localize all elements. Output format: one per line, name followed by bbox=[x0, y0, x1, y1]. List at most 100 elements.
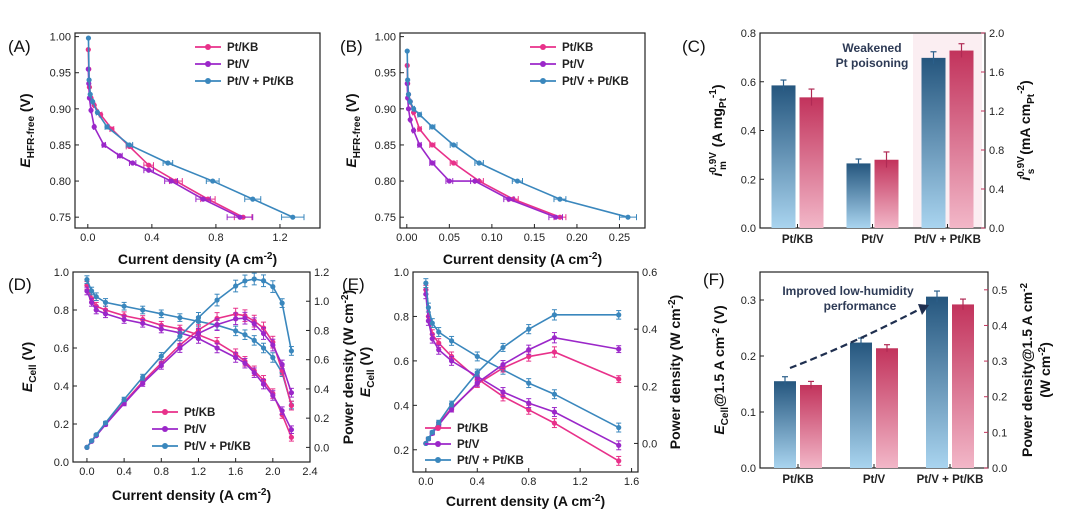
legend-swatch-marker bbox=[540, 44, 546, 50]
y-right-tick-label: 0.5 bbox=[992, 285, 1007, 297]
y-tick-label: 1.0 bbox=[54, 267, 69, 279]
data-point bbox=[450, 142, 457, 148]
bar-right-series bbox=[800, 384, 822, 468]
series-line bbox=[87, 69, 241, 218]
data-point bbox=[423, 280, 429, 286]
data-point bbox=[270, 354, 276, 361]
panel-label: (B) bbox=[340, 37, 363, 56]
y-tick-label: 0.85 bbox=[375, 140, 396, 152]
data-point bbox=[88, 107, 94, 113]
data-point bbox=[140, 320, 146, 326]
x-tick-label: 0.20 bbox=[566, 232, 587, 244]
data-point bbox=[260, 381, 267, 387]
y-right-tick-label: 0.4 bbox=[992, 320, 1007, 332]
y-right-tick-label: 0.3 bbox=[992, 356, 1007, 368]
plot-frame bbox=[74, 32, 321, 229]
data-point bbox=[616, 458, 622, 464]
data-point bbox=[500, 361, 506, 368]
y-left-axis-label: ECell@1.5 A cm-2 (V) bbox=[711, 305, 731, 434]
x-tick-label: 0.05 bbox=[439, 232, 460, 244]
y-right-axis-label: i0.9Vs (mA cmPt-2) bbox=[1016, 80, 1037, 180]
data-point bbox=[553, 214, 559, 220]
panel-d: 0.0 0.4 0.8 1.2 1.6 2.0 2.4 0.0 0.2 0.4 0.6 0.8 1.0 0… bbox=[8, 267, 356, 503]
data-point bbox=[195, 330, 202, 336]
data-point bbox=[233, 328, 239, 334]
data-point bbox=[425, 304, 432, 311]
data-point bbox=[233, 316, 239, 322]
x-tick-label: 0.15 bbox=[524, 232, 545, 244]
x-tick-label: 0.4 bbox=[144, 232, 159, 244]
panel-e: 0.0 0.4 0.8 1.2 1.6 0.2 0.4 0.6 0.8 1.0 0.0 0.2 0.4 0… bbox=[342, 267, 683, 509]
y-right-tick-label: 0.1 bbox=[992, 427, 1007, 439]
category-label: Pt/KB bbox=[782, 234, 813, 246]
bar-left-series bbox=[774, 381, 796, 468]
x-tick-label: 1.2 bbox=[572, 476, 587, 488]
category-label: Pt/KB bbox=[782, 474, 813, 486]
data-point bbox=[85, 35, 92, 41]
data-point bbox=[242, 360, 248, 366]
data-point bbox=[177, 315, 183, 321]
data-point bbox=[102, 299, 109, 305]
data-point bbox=[251, 337, 257, 343]
data-point bbox=[288, 348, 295, 354]
x-tick-label: 0.0 bbox=[80, 232, 95, 244]
data-point bbox=[279, 408, 285, 414]
data-point bbox=[474, 369, 480, 376]
data-point bbox=[526, 347, 532, 353]
data-point bbox=[526, 380, 532, 386]
data-point bbox=[416, 112, 423, 118]
y-tick-label: 0.8 bbox=[54, 305, 69, 317]
x-tick-label: 1.2 bbox=[191, 466, 206, 478]
bar-right-series bbox=[799, 97, 824, 228]
y-tick-label: 1.00 bbox=[375, 32, 396, 44]
y-tick-label: 1.00 bbox=[50, 32, 71, 44]
data-point bbox=[93, 432, 99, 438]
legend-swatch-marker bbox=[435, 441, 441, 447]
data-point bbox=[436, 347, 442, 353]
legend-swatch-marker bbox=[435, 457, 441, 463]
data-point bbox=[474, 353, 480, 360]
data-point bbox=[146, 162, 152, 168]
bar-right-series bbox=[876, 348, 898, 468]
y-tick-label: 0.0 bbox=[741, 223, 756, 235]
y-tick-label: 0.6 bbox=[741, 77, 756, 89]
x-tick-label: 0.0 bbox=[79, 466, 94, 478]
bar-left-series bbox=[921, 57, 946, 228]
y-right-tick-label: 0.4 bbox=[642, 324, 657, 336]
data-point bbox=[429, 160, 435, 166]
data-point bbox=[279, 361, 285, 368]
x-tick-label: 0.8 bbox=[521, 476, 536, 488]
data-point bbox=[214, 345, 220, 351]
y-right-tick-label: 2.0 bbox=[989, 28, 1004, 40]
data-point bbox=[214, 322, 220, 328]
x-tick-label: 0.8 bbox=[208, 232, 223, 244]
x-axis-label: Current density (A cm-2) bbox=[112, 487, 271, 503]
data-point bbox=[429, 124, 435, 130]
series-line bbox=[87, 49, 244, 218]
panel-a: 0.0 0.4 0.8 1.2 0.75 0.80 0.85 0.90 0.95 1.00 Pt/K… bbox=[8, 32, 321, 267]
x-tick-label: 0.8 bbox=[154, 466, 169, 478]
data-point bbox=[102, 311, 109, 317]
data-point bbox=[407, 99, 413, 105]
data-point bbox=[436, 419, 442, 426]
data-point bbox=[84, 444, 90, 450]
data-point bbox=[121, 396, 127, 403]
series-line bbox=[425, 314, 619, 444]
y-tick-label: 0.75 bbox=[50, 212, 71, 224]
data-point bbox=[429, 320, 435, 326]
y-tick-label: 0.2 bbox=[54, 419, 69, 431]
data-point bbox=[476, 160, 482, 166]
data-point bbox=[121, 303, 127, 309]
data-point bbox=[416, 142, 423, 148]
data-point bbox=[405, 91, 412, 97]
series-line bbox=[425, 283, 620, 429]
data-point bbox=[260, 278, 267, 284]
data-point bbox=[233, 354, 239, 361]
data-point bbox=[117, 153, 123, 159]
y-right-axis-label: Power density (W cm-2) bbox=[340, 290, 356, 444]
data-point bbox=[425, 318, 432, 324]
data-point bbox=[270, 284, 276, 290]
x-axis-label: Current density (A cm-2) bbox=[443, 251, 602, 267]
category-label: Pt/V + Pt/KB bbox=[917, 474, 984, 486]
